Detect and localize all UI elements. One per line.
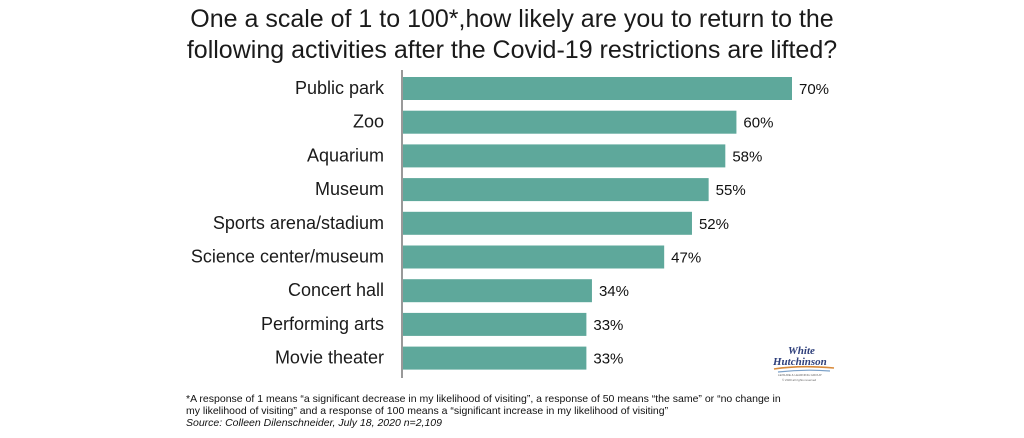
chart-title-line-2: following activities after the Covid-19 … [186, 36, 838, 64]
logo-text-hutchinson: Hutchinson [772, 356, 827, 368]
data-label: 70% [799, 81, 829, 98]
category-label: Sports arena/stadium [213, 213, 384, 233]
category-label: Public park [295, 78, 385, 98]
category-label: Performing arts [261, 314, 384, 334]
category-label: Concert hall [288, 280, 384, 300]
bar [403, 346, 587, 370]
data-label: 58% [732, 148, 762, 165]
category-label: Movie theater [275, 348, 384, 368]
bar [403, 245, 665, 269]
category-label: Science center/museum [191, 247, 384, 267]
data-label: 55% [716, 182, 746, 199]
data-label: 60% [743, 115, 773, 132]
bar [403, 144, 726, 168]
chart-title-line-1: One a scale of 1 to 100*,how likely are … [190, 5, 834, 33]
logo-text-white: White [788, 345, 815, 357]
logo-swoosh-2 [777, 369, 831, 373]
logo-swoosh [773, 365, 835, 370]
logo-tagline: LEISURE & LEARNING GROUP [778, 373, 822, 377]
footnote: *A response of 1 means “a significant de… [186, 393, 866, 429]
bar [403, 279, 592, 303]
data-label: 33% [593, 351, 623, 368]
data-label: 47% [671, 250, 701, 267]
category-label: Zoo [353, 112, 384, 132]
data-label: 34% [599, 283, 629, 300]
footnote-line-1: *A response of 1 means “a significant de… [186, 393, 781, 405]
data-label: 52% [699, 216, 729, 233]
bar [403, 110, 737, 134]
bar [403, 178, 709, 202]
footnote-line-2: my likelihood of visiting” and a respons… [186, 405, 669, 417]
footnote-source: Source: Colleen Dilenschneider, July 18,… [186, 417, 442, 429]
bar [403, 211, 692, 235]
bar [403, 77, 792, 100]
white-hutchinson-logo: White Hutchinson LEISURE & LEARNING GROU… [772, 345, 835, 382]
category-label: Aquarium [307, 145, 384, 165]
data-label: 33% [593, 317, 623, 334]
bar [403, 312, 587, 336]
category-label: Museum [315, 179, 384, 199]
chart-title: One a scale of 1 to 100*,how likely are … [0, 4, 1024, 66]
logo-copyright: © 2020 all rights reserved [782, 378, 817, 382]
